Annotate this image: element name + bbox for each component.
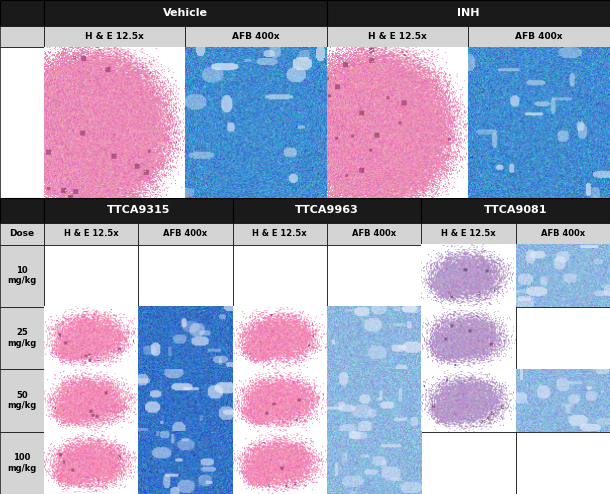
Text: 10
mg/kg: 10 mg/kg [7,266,37,286]
Bar [232,307,327,370]
Text: 25
mg/kg: 25 mg/kg [7,329,37,348]
Bar [0,432,44,494]
Bar [44,47,185,198]
Bar [232,223,327,245]
Text: AFB 400x: AFB 400x [163,229,207,239]
Bar [0,198,44,223]
Text: TTCA9081: TTCA9081 [484,206,547,215]
Bar [0,245,44,307]
Text: Dose: Dose [9,229,35,239]
Bar [468,47,610,198]
Bar [422,370,515,432]
Bar [185,47,327,198]
Text: Vehicle: Vehicle [163,8,208,18]
Bar [44,307,138,370]
Bar [0,307,44,370]
Bar [185,26,327,47]
Bar [515,432,610,494]
Bar [515,370,610,432]
Bar [327,47,468,198]
Bar [327,223,422,245]
Text: H & E 12.5x: H & E 12.5x [441,229,496,239]
Bar [422,245,515,307]
Text: 50
mg/kg: 50 mg/kg [7,391,37,410]
Bar [327,245,422,307]
Bar [232,432,327,494]
Bar [44,245,138,307]
Text: INH: INH [458,8,479,18]
Text: AFB 400x: AFB 400x [352,229,396,239]
Bar [44,223,138,245]
Bar [327,307,422,370]
Bar [422,223,515,245]
Text: AFB 400x: AFB 400x [515,32,563,41]
Text: H & E 12.5x: H & E 12.5x [85,32,144,41]
Text: 100
mg/kg: 100 mg/kg [7,453,37,473]
Text: H & E 12.5x: H & E 12.5x [64,229,118,239]
Bar [327,26,468,47]
Bar [327,370,422,432]
Text: H & E 12.5x: H & E 12.5x [253,229,307,239]
Text: H & E 12.5x: H & E 12.5x [368,32,427,41]
Text: AFB 400x: AFB 400x [540,229,585,239]
Bar [232,370,327,432]
Bar [138,245,232,307]
Bar [422,307,515,370]
Bar [515,245,610,307]
Bar [138,307,232,370]
Bar [44,0,327,26]
Bar [515,223,610,245]
Bar [468,26,610,47]
Text: TTCA9963: TTCA9963 [295,206,359,215]
Bar [44,370,138,432]
Bar [232,245,327,307]
Bar [515,307,610,370]
Bar [44,432,138,494]
Bar [0,223,44,245]
Bar [138,223,232,245]
Bar [44,198,232,223]
Bar [44,26,185,47]
Text: TTCA9315: TTCA9315 [107,206,170,215]
Bar [138,370,232,432]
Bar [0,47,44,198]
Bar [422,198,610,223]
Bar [327,0,610,26]
Bar [232,198,422,223]
Bar [327,432,422,494]
Bar [0,0,44,26]
Bar [0,370,44,432]
Text: AFB 400x: AFB 400x [232,32,280,41]
Bar [422,432,515,494]
Bar [0,26,44,47]
Bar [138,432,232,494]
